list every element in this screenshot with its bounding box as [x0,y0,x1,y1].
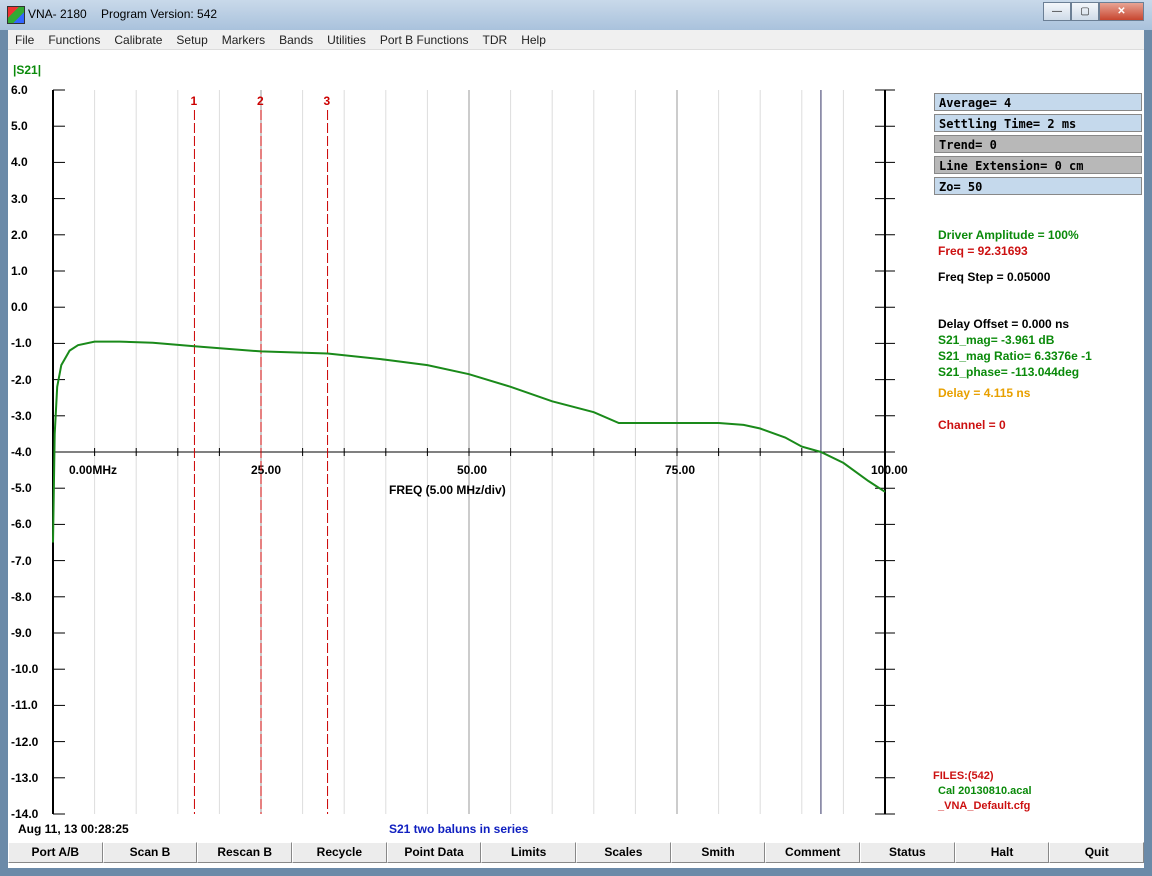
channel-readout: Channel = 0 [938,418,1006,432]
btn-port-a-b[interactable]: Port A/B [8,842,103,863]
y-tick-label: -13.0 [11,770,39,785]
btn-comment[interactable]: Comment [765,842,861,863]
y-tick-label: -2.0 [11,372,32,387]
y-tick-label: -6.0 [11,517,32,532]
menu-calibrate[interactable]: Calibrate [114,33,163,47]
x-tick-label: 100.00 [871,463,908,477]
s21-phase: S21_phase= -113.044deg [938,365,1080,379]
y-tick-label: -1.0 [11,336,32,351]
client-area: File Functions Calibrate Setup Markers Bands U… [8,30,1145,868]
app-icon[interactable] [7,6,25,24]
s21-trace [52,340,886,543]
y-tick-label: 6.0 [11,83,28,97]
y-tick-label: -7.0 [11,553,32,568]
info-box-4[interactable]: Zo= 50 [934,177,1142,195]
info-box-2[interactable]: Trend= 0 [934,135,1142,153]
y-tick-label: 0.0 [11,300,28,315]
y-tick-label: 3.0 [11,191,28,206]
cfg-file: _VNA_Default.cfg [938,800,1031,812]
app-title: VNA- 2180 [28,7,87,21]
menu-setup[interactable]: Setup [176,33,208,47]
menu-markers[interactable]: Markers [221,33,266,47]
info-box-1[interactable]: Settling Time= 2 ms [934,114,1142,132]
y-tick-label: -5.0 [11,481,32,496]
marker-label: 2 [257,94,264,108]
btn-quit[interactable]: Quit [1049,842,1145,863]
driver-amplitude: Driver Amplitude = 100% [938,228,1079,242]
y-tick-label: -12.0 [11,734,39,749]
y-tick-label: 2.0 [11,227,28,242]
menu-file[interactable]: File [15,33,35,47]
delay-offset: Delay Offset = 0.000 ns [938,317,1070,331]
y-tick-label: -9.0 [11,626,32,640]
btn-smith[interactable]: Smith [670,842,766,863]
delay-readout: Delay = 4.115 ns [938,386,1031,400]
menu-utilities[interactable]: Utilities [327,33,366,47]
title-bar: VNA- 2180 Program Version: 542 — ▢ ✕ [0,0,1152,30]
y-tick-label: -10.0 [11,662,39,677]
y-tick-label: 5.0 [11,119,28,134]
btn-scan-b[interactable]: Scan B [102,842,198,863]
y-tick-label: -3.0 [11,408,32,423]
y-tick-label: -4.0 [11,445,32,459]
info-box-0[interactable]: Average= 4 [934,93,1142,111]
menu-port-b-functions[interactable]: Port B Functions [379,33,469,47]
s21-mag-ratio: S21_mag Ratio= 6.3376e -1 [938,349,1092,363]
s21-plot[interactable]: 0.00MHz 25.00 50.00 75.00 100.00 FREQ (5.00 M… [8,30,928,820]
y-tick-label: 1.0 [11,264,28,278]
timestamp: Aug 11, 13 00:28:25 [18,822,129,836]
btn-scales[interactable]: Scales [576,842,671,863]
freq-axis-label: FREQ (5.00 MHz/div) [389,483,506,497]
minimize-icon[interactable]: — [1043,2,1071,21]
s21-mag: S21_mag= -3.961 dB [938,333,1055,347]
menu-help[interactable]: Help [521,33,546,47]
y-tick-label: -8.0 [11,589,32,604]
btn-status[interactable]: Status [860,842,955,863]
y-tick-label: -11.0 [11,698,38,713]
program-version: Program Version: 542 [101,7,218,21]
menu-functions[interactable]: Functions [48,33,101,47]
y-tick-label: 4.0 [11,155,28,170]
cal-file: Cal 20130810.acal [938,785,1032,797]
button-bar: Port A/B Scan B Rescan B Recycle Point Data L… [8,842,1145,863]
btn-recycle[interactable]: Recycle [292,842,387,863]
freq-step: Freq Step = 0.05000 [938,270,1051,284]
menu-bands[interactable]: Bands [279,33,314,47]
info-box-3[interactable]: Line Extension= 0 cm [934,156,1142,174]
trace-label: |S21| [13,63,42,77]
files-header: FILES:(542) [933,770,994,782]
marker-label: 3 [324,94,331,108]
menu-bar: File Functions Calibrate Setup Markers Bands U… [8,30,1144,50]
btn-limits[interactable]: Limits [481,842,577,863]
btn-rescan-b[interactable]: Rescan B [197,842,293,863]
maximize-icon[interactable]: ▢ [1071,2,1099,21]
menu-tdr[interactable]: TDR [482,33,508,47]
x-tick-label: 50.00 [457,463,487,477]
close-icon[interactable]: ✕ [1099,2,1144,21]
btn-point-data[interactable]: Point Data [386,842,482,863]
comment-text: S21 two baluns in series [389,822,529,836]
x-tick-label: 0.00MHz [69,463,117,477]
btn-halt[interactable]: Halt [954,842,1050,863]
freq-readout: Freq = 92.31693 [938,244,1028,258]
x-tick-label: 25.00 [251,463,281,477]
marker-label: 1 [190,94,197,108]
x-tick-label: 75.00 [665,463,695,477]
y-tick-label: -14.0 [11,807,39,821]
